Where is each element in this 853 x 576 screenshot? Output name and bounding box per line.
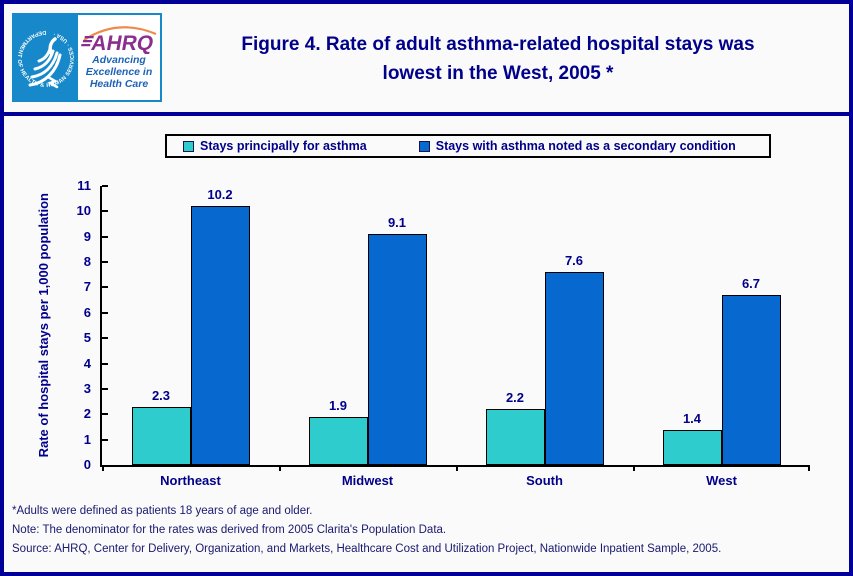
bar-value-label: 6.7: [741, 276, 761, 292]
ahrq-acronym-text: AHRQ: [90, 33, 156, 55]
y-axis-tick-mark: [102, 337, 108, 340]
figure-title-line2: lowest in the West, 2005 *: [382, 62, 614, 84]
y-axis-tick-mark: [102, 185, 108, 187]
footnotes: *Adults were defined as patients 18 year…: [12, 505, 721, 562]
bar-northeast: [131, 406, 191, 465]
x-axis-tick-mark: [633, 465, 635, 471]
y-axis-tick-label: 8: [83, 254, 91, 270]
ahrq-tagline-line3: Health Care: [89, 77, 149, 90]
y-axis-tick-label: 11: [77, 178, 91, 193]
x-axis-category-label: Northeast: [160, 473, 221, 488]
bar-value-label: 1.4: [682, 410, 702, 426]
legend-item-secondary: Stays with asthma noted as a secondary c…: [418, 139, 736, 153]
ahrq-acronym-icon: AHRQ: [81, 26, 157, 55]
bar-value-label: 1.9: [328, 397, 348, 413]
y-axis-tick-mark: [102, 210, 108, 213]
bar-midwest: [308, 416, 368, 465]
y-axis-tick-label: 9: [83, 228, 91, 244]
y-axis-tick-mark: [102, 362, 108, 365]
x-axis-tick-mark: [279, 465, 281, 471]
bar-northeast: [190, 206, 250, 465]
x-axis-tick-mark: [456, 465, 458, 471]
hhs-eagle-icon: [28, 37, 62, 89]
hhs-seal-icon: DEPARTMENT OF HEALTH & HUMAN SERVICES · …: [14, 15, 78, 100]
bar-south: [485, 409, 545, 465]
bar-value-label: 2.3: [151, 387, 171, 403]
header-divider: [4, 112, 849, 116]
y-axis-tick-mark: [102, 387, 108, 390]
bar-value-label: 2.2: [505, 390, 525, 406]
bar-value-label: 9.1: [387, 215, 407, 231]
y-axis-tick-label: 1: [83, 431, 91, 447]
y-axis-tick-mark: [102, 438, 108, 441]
ahrq-tagline-line2: Excellence in: [85, 66, 153, 79]
x-axis-category-label: West: [706, 473, 737, 488]
y-axis-tick-label: 3: [83, 380, 91, 396]
y-axis-tick-label: 0: [83, 457, 91, 472]
y-axis-tick-label: 5: [83, 330, 91, 346]
y-axis-tick-mark: [102, 286, 108, 289]
chart-legend: Stays principally for asthma Stays with …: [165, 134, 771, 158]
x-axis-tick-mark: [808, 465, 810, 471]
legend-label-secondary: Stays with asthma noted as a secondary c…: [435, 139, 736, 153]
ahrq-wordmark: AHRQ Advancing Excellence in Health Care: [78, 15, 160, 100]
y-axis-tick-mark: [102, 413, 108, 416]
ahrq-hhs-logo: DEPARTMENT OF HEALTH & HUMAN SERVICES · …: [12, 13, 162, 102]
y-axis-tick-mark: [102, 311, 108, 314]
bar-value-label: 7.6: [564, 253, 584, 269]
y-axis-title: Rate of hospital stays per 1,000 populat…: [34, 186, 52, 465]
y-axis-tick-label: 7: [83, 279, 91, 295]
legend-swatch-blue-icon: [418, 140, 430, 152]
footnote-adults: *Adults were defined as patients 18 year…: [12, 505, 313, 517]
y-axis-title-text: Rate of hospital stays per 1,000 populat…: [35, 193, 51, 458]
bar-west: [721, 295, 781, 465]
footnote-denominator: Note: The denominator for the rates was …: [12, 524, 447, 536]
bar-west: [662, 429, 722, 465]
y-axis-tick-mark: [102, 235, 108, 238]
y-axis-tick-label: 6: [83, 304, 91, 320]
legend-item-principal: Stays principally for asthma: [183, 139, 367, 153]
bar-midwest: [367, 234, 427, 465]
footnote-source: Source: AHRQ, Center for Delivery, Organ…: [12, 543, 722, 555]
y-axis-tick-label: 4: [83, 355, 91, 371]
legend-swatch-teal-icon: [183, 140, 194, 152]
figure-title-line1: Figure 4. Rate of adult asthma-related h…: [241, 34, 755, 55]
ahrq-tagline: Advancing Excellence in Health Care: [86, 55, 153, 90]
ahrq-tagline-line1: Advancing: [92, 54, 146, 67]
x-axis-category-label: South: [526, 473, 563, 488]
bar-value-label: 10.2: [207, 187, 233, 203]
y-axis-tick-mark: [102, 261, 108, 264]
plot-area: 0 1 2 3 4 5 6 7 8 9 10 11 2.3 10.2 Northeast 1.9 9.1 Midw…: [77, 178, 810, 488]
x-axis-tick-mark: [102, 465, 104, 471]
bar-south: [544, 272, 604, 465]
legend-label-principal: Stays principally for asthma: [200, 139, 367, 153]
figure-title: Figure 4. Rate of adult asthma-related h…: [183, 31, 813, 88]
y-axis-tick-label: 2: [83, 406, 91, 422]
x-axis-category-label: Midwest: [341, 473, 394, 488]
y-axis-tick-label: 10: [76, 203, 91, 219]
